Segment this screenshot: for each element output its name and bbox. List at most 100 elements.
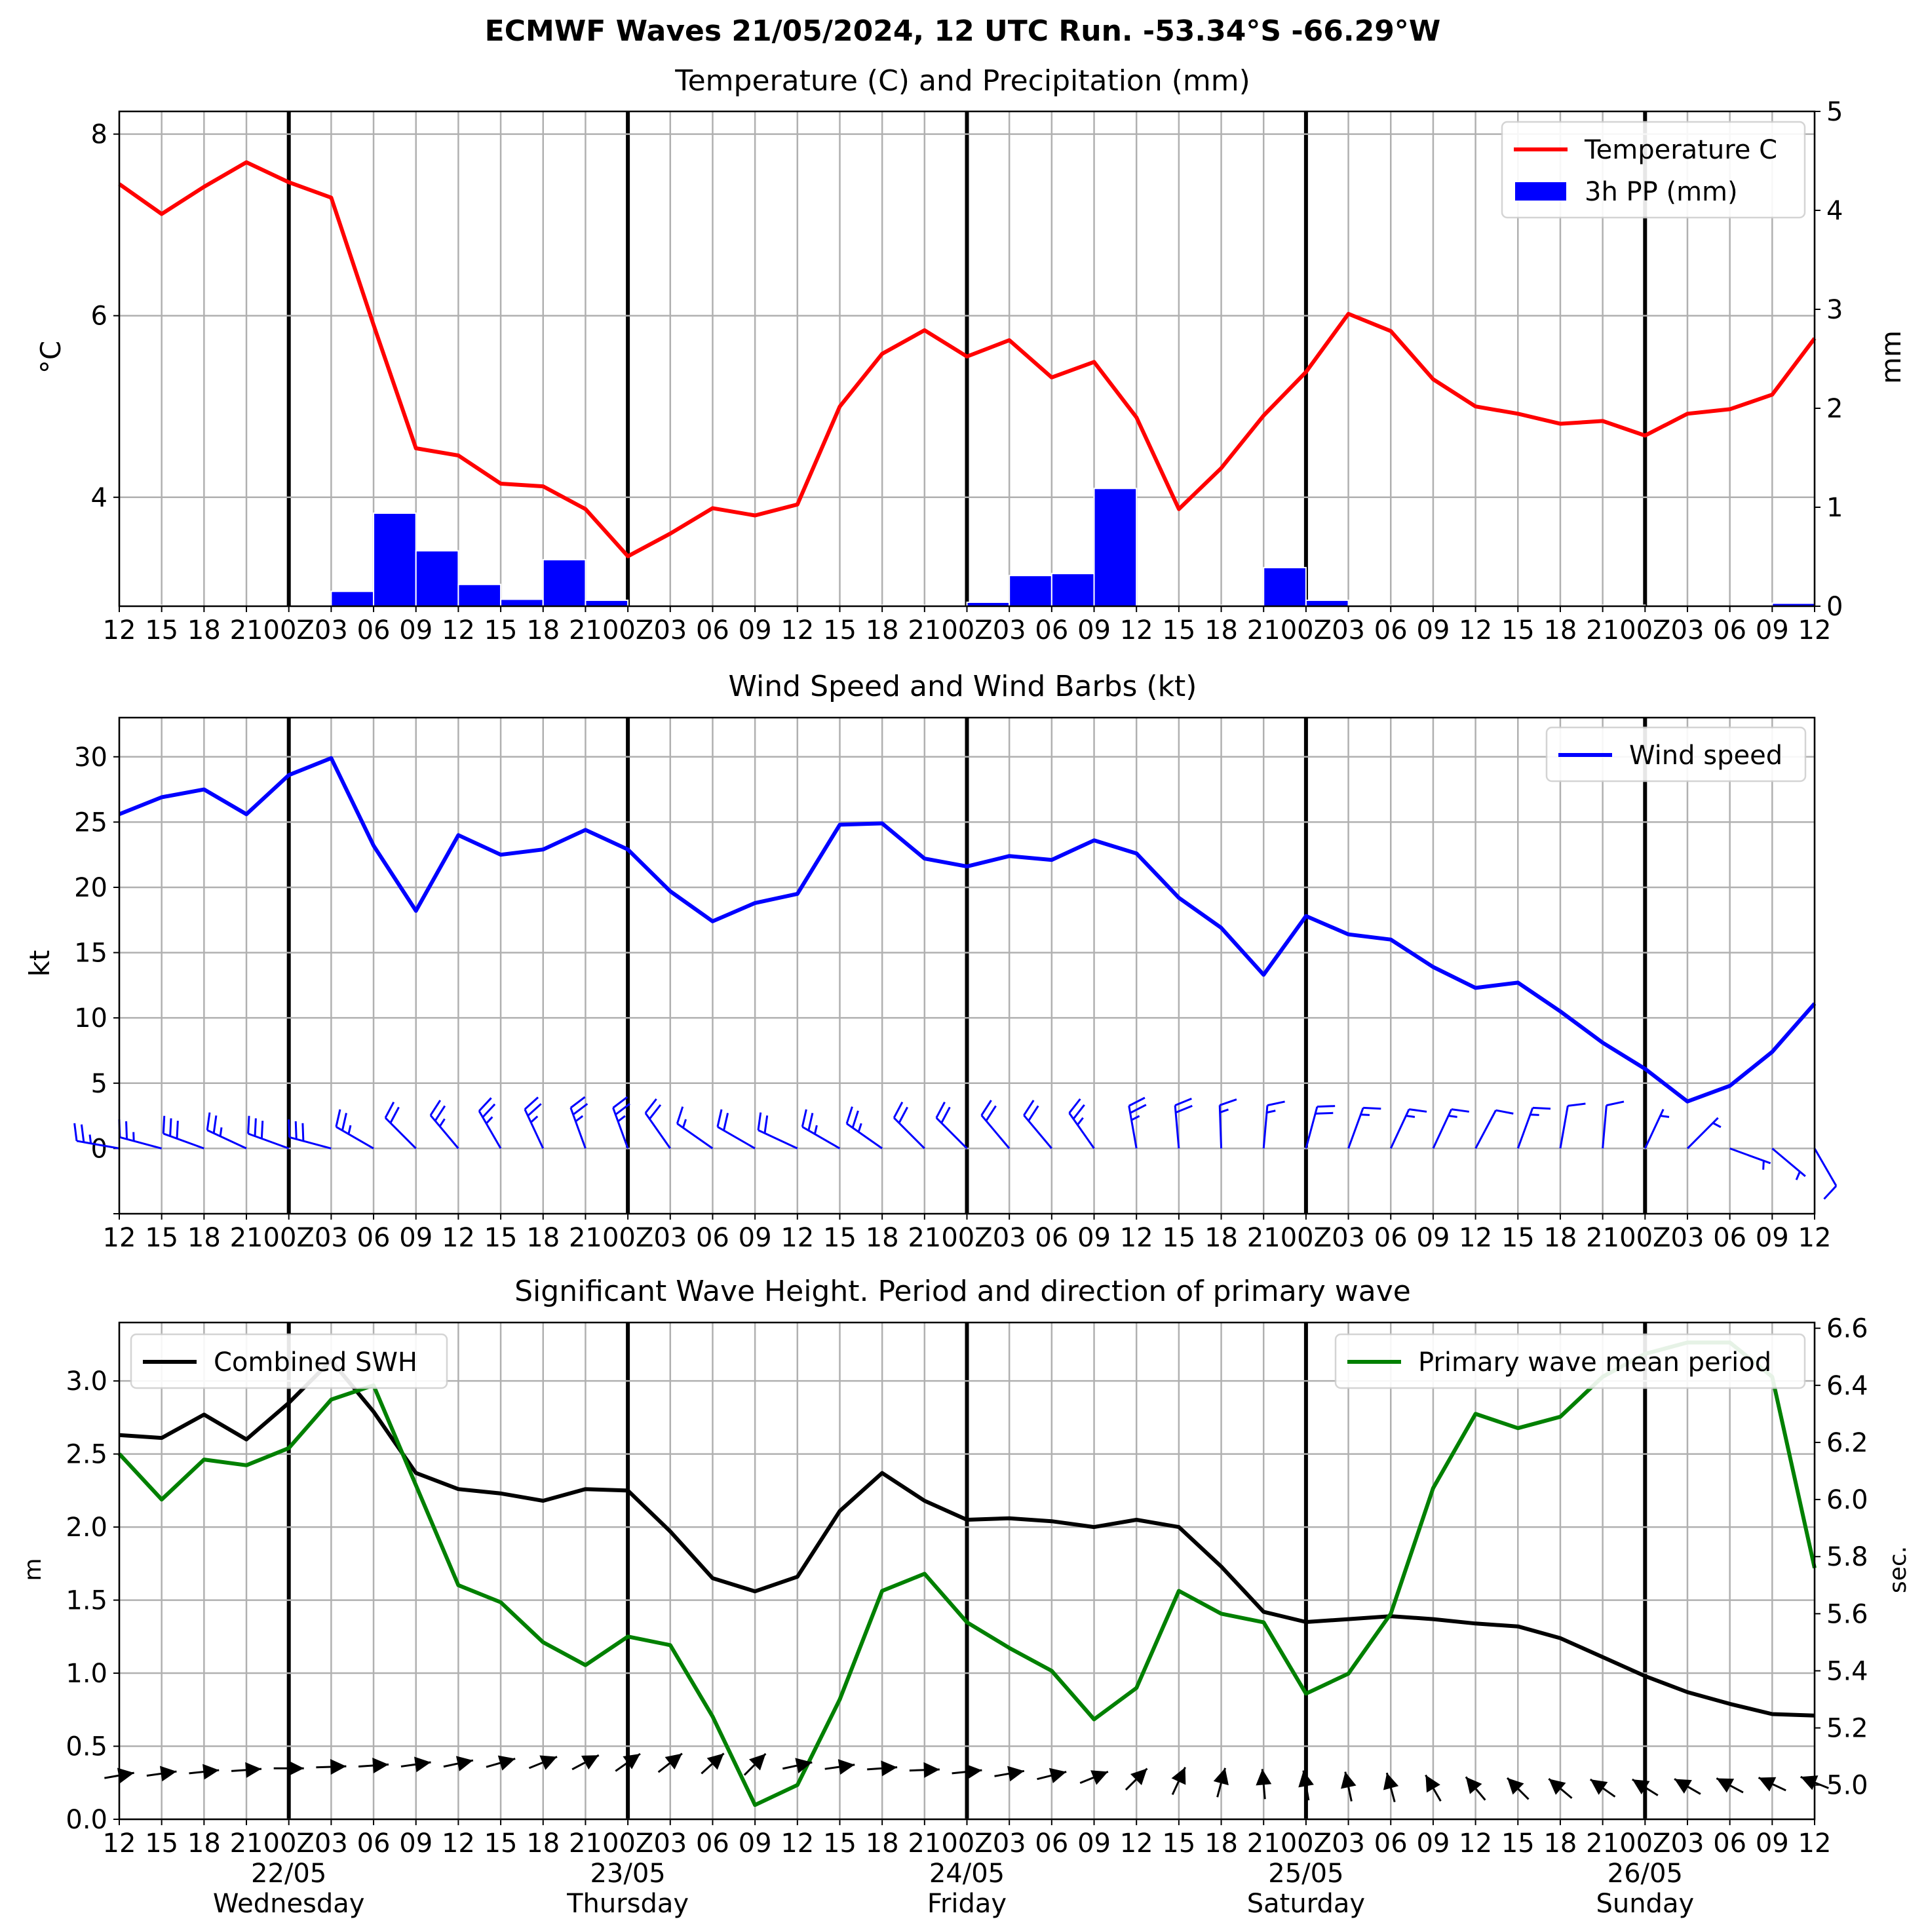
wind-barb [1128, 1096, 1147, 1149]
wave-direction-arrow [824, 1759, 855, 1775]
day-date-label: 23/05 [590, 1859, 665, 1889]
x-tick-label: 03 [653, 1828, 687, 1859]
wave-direction-arrow [994, 1766, 1025, 1782]
x-tick-label: 00Z [263, 615, 315, 646]
wave-direction-arrow [867, 1760, 898, 1777]
x-tick-label: 18 [526, 615, 560, 646]
x-tick-label: 00Z [1281, 615, 1332, 646]
legend-label-precip: 3h PP (mm) [1585, 177, 1738, 207]
y2-tick-label: 1 [1826, 493, 1843, 523]
y2-tick-label: 6.2 [1826, 1428, 1868, 1458]
wave-direction-arrow [189, 1764, 220, 1780]
y2-tick-label: 3 [1826, 295, 1843, 325]
x-tick-label: 18 [526, 1828, 560, 1859]
y-tick-label: 20 [74, 873, 107, 903]
wind-barb [335, 1109, 374, 1150]
wind-barb [1644, 1108, 1670, 1150]
x-tick-label: 18 [1204, 1828, 1238, 1859]
wave-direction-arrow [358, 1758, 389, 1773]
x-tick-label: 15 [145, 1828, 178, 1859]
wave-direction-arrow [273, 1760, 304, 1777]
wave-direction-arrow [1079, 1770, 1109, 1785]
wave-direction-arrow [1256, 1769, 1272, 1800]
x-tick-label: 21 [1247, 1828, 1281, 1859]
x-tick-label: 09 [399, 1223, 433, 1253]
x-tick-label: 00Z [1281, 1223, 1332, 1253]
wave-direction-arrow [1716, 1777, 1744, 1794]
wind-barb [612, 1096, 630, 1149]
x-tick-label: 06 [1374, 1223, 1408, 1253]
wind-barb [1602, 1100, 1625, 1149]
precip-bar [1305, 599, 1349, 608]
x-tick-label: 03 [315, 1828, 348, 1859]
wind-barb [384, 1101, 417, 1150]
figure-title: ECMWF Waves 21/05/2024, 12 UTC Run. -53.… [485, 14, 1441, 48]
y2-tick-label: 5.0 [1826, 1771, 1868, 1801]
x-tick-label: 12 [1459, 1223, 1492, 1253]
precip-bar [330, 590, 375, 607]
x-tick-label: 12 [103, 1828, 136, 1859]
x-tick-label: 15 [1162, 615, 1195, 646]
x-tick-label: 12 [1798, 615, 1832, 646]
x-tick-label: 06 [1035, 615, 1068, 646]
wind-barb [288, 1119, 332, 1150]
plot-frame [118, 1321, 1816, 1821]
wave-direction-arrow [1589, 1778, 1616, 1798]
x-tick-label: 18 [1543, 615, 1577, 646]
x-tick-label: 18 [1543, 1223, 1577, 1253]
panel2-title: Wind Speed and Wind Barbs (kt) [729, 670, 1197, 703]
wind-barb [801, 1109, 841, 1150]
x-tick-label: 03 [1332, 1828, 1365, 1859]
day-weekday-label: Sunday [1596, 1889, 1694, 1919]
legend-label-wave-period: Primary wave mean period [1418, 1347, 1771, 1378]
precip-bar [585, 599, 629, 608]
wave-direction-arrow [1213, 1768, 1229, 1798]
wave-direction-arrow [571, 1754, 600, 1771]
wave-direction-arrow [1341, 1771, 1357, 1802]
y-tick-label: 0.0 [66, 1805, 107, 1835]
legend-box [130, 1333, 448, 1389]
panel2-ylabel: kt [24, 950, 56, 977]
x-tick-label: 03 [1332, 615, 1365, 646]
x-tick-label: 18 [866, 1828, 899, 1859]
x-tick-label: 15 [484, 1223, 518, 1253]
x-tick-label: 03 [315, 1223, 348, 1253]
x-tick-label: 18 [1204, 1223, 1238, 1253]
x-tick-label: 21 [1586, 1223, 1619, 1253]
legend-label-temperature: Temperature C [1584, 135, 1777, 165]
x-tick-label: 09 [1756, 1828, 1789, 1859]
x-tick-label: 12 [103, 615, 136, 646]
wave-direction-arrow [1171, 1767, 1186, 1795]
y2-tick-label: 5.8 [1826, 1542, 1868, 1572]
panel1-y2label: mm [1875, 330, 1907, 384]
y2-tick-label: 5.2 [1826, 1714, 1868, 1744]
x-tick-label: 09 [399, 615, 433, 646]
x-tick-label: 15 [1501, 1828, 1535, 1859]
x-tick-label: 00Z [941, 1223, 992, 1253]
y-tick-label: 2.5 [66, 1440, 107, 1470]
precip-bar [457, 583, 502, 608]
x-tick-label: 21 [1586, 1828, 1619, 1859]
wind-barb [1813, 1148, 1838, 1200]
x-tick-label: 03 [1332, 1223, 1365, 1253]
x-tick-label: 09 [1416, 1828, 1450, 1859]
wind-barb [935, 1101, 968, 1150]
x-tick-label: 00Z [263, 1828, 315, 1859]
temperature-precip-panel: 12 15 18 21 00Z 03 06 09 12 15 18 21 00Z 03 06 09 12 15 18… [91, 97, 1843, 646]
x-tick-label: 00Z [1281, 1828, 1332, 1859]
wave-direction-arrow [909, 1762, 940, 1778]
panel3-ylabel: m [20, 1558, 47, 1581]
x-tick-label: 15 [1501, 615, 1535, 646]
wind-barb [845, 1106, 883, 1150]
wind-barb [893, 1101, 925, 1150]
x-tick-label: 06 [696, 1223, 729, 1253]
day-weekday-label: Friday [927, 1889, 1007, 1919]
y-tick-label: 0 [91, 1134, 107, 1164]
x-tick-label: 00Z [602, 1828, 653, 1859]
x-tick-label: 06 [1035, 1828, 1068, 1859]
wave-direction-arrow [1383, 1772, 1399, 1802]
wind-barb [1347, 1106, 1381, 1149]
wind-barb [162, 1115, 204, 1150]
y-tick-label: 30 [74, 743, 107, 773]
